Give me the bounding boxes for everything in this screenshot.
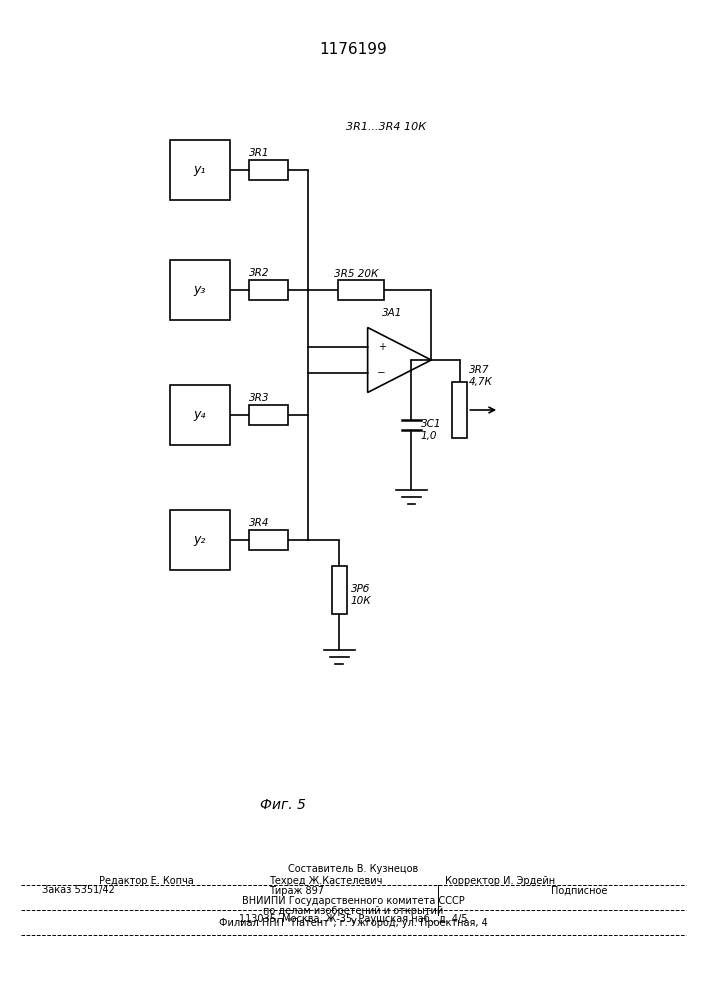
Text: Техред Ж.Кастелевич: Техред Ж.Кастелевич [269, 876, 382, 886]
Bar [249, 280, 288, 300]
Bar [338, 280, 384, 300]
Text: Тираж 897: Тираж 897 [269, 886, 324, 896]
Text: 3R5 20К: 3R5 20К [334, 269, 378, 279]
Text: 3R3: 3R3 [249, 393, 269, 403]
Text: Редактор Е. Копча: Редактор Е. Копча [99, 876, 194, 886]
Text: y₃: y₃ [194, 283, 206, 296]
Text: по делам изобретений и открытий: по делам изобретений и открытий [264, 906, 443, 916]
Text: 3R2: 3R2 [249, 268, 269, 278]
Text: Филиал ППП "Патент", г. Ужгород, ул. Проектная, 4: Филиал ППП "Патент", г. Ужгород, ул. Про… [219, 918, 488, 928]
Bar [170, 140, 230, 200]
Text: Подписное: Подписное [551, 886, 608, 896]
Text: 3R4: 3R4 [249, 518, 269, 528]
Text: 3A1: 3A1 [382, 308, 402, 318]
Text: ВНИИПИ Государственного комитета СССР: ВНИИПИ Государственного комитета СССР [242, 896, 465, 906]
Text: y₂: y₂ [194, 534, 206, 546]
Bar [452, 382, 467, 438]
Text: Фиг. 5: Фиг. 5 [260, 798, 305, 812]
Text: 113035, Москва, Ж-35, Раушская наб., д. 4/5: 113035, Москва, Ж-35, Раушская наб., д. … [239, 914, 468, 924]
Text: Заказ 5351/42: Заказ 5351/42 [42, 886, 115, 896]
Text: 3C1
1,0: 3C1 1,0 [421, 419, 441, 441]
Text: 1176199: 1176199 [320, 42, 387, 57]
Bar [249, 160, 288, 180]
Text: 3R1...3R4 10К: 3R1...3R4 10К [346, 122, 426, 132]
Text: Составитель В. Кузнецов: Составитель В. Кузнецов [288, 864, 419, 874]
Text: +: + [378, 342, 385, 352]
Text: y₁: y₁ [194, 163, 206, 176]
Text: −: − [378, 368, 386, 378]
Text: y₄: y₄ [194, 408, 206, 421]
Bar [249, 530, 288, 550]
Text: 3R7
4,7К: 3R7 4,7К [469, 365, 493, 387]
Text: 3R1: 3R1 [249, 148, 269, 158]
Bar [170, 260, 230, 320]
Bar [249, 405, 288, 425]
Text: 3Рб
10К: 3Рб 10К [351, 584, 371, 606]
Text: Корректор И. Эрдейн: Корректор И. Эрдейн [445, 876, 556, 886]
Bar [332, 566, 347, 614]
Bar [170, 385, 230, 445]
Bar [170, 510, 230, 570]
